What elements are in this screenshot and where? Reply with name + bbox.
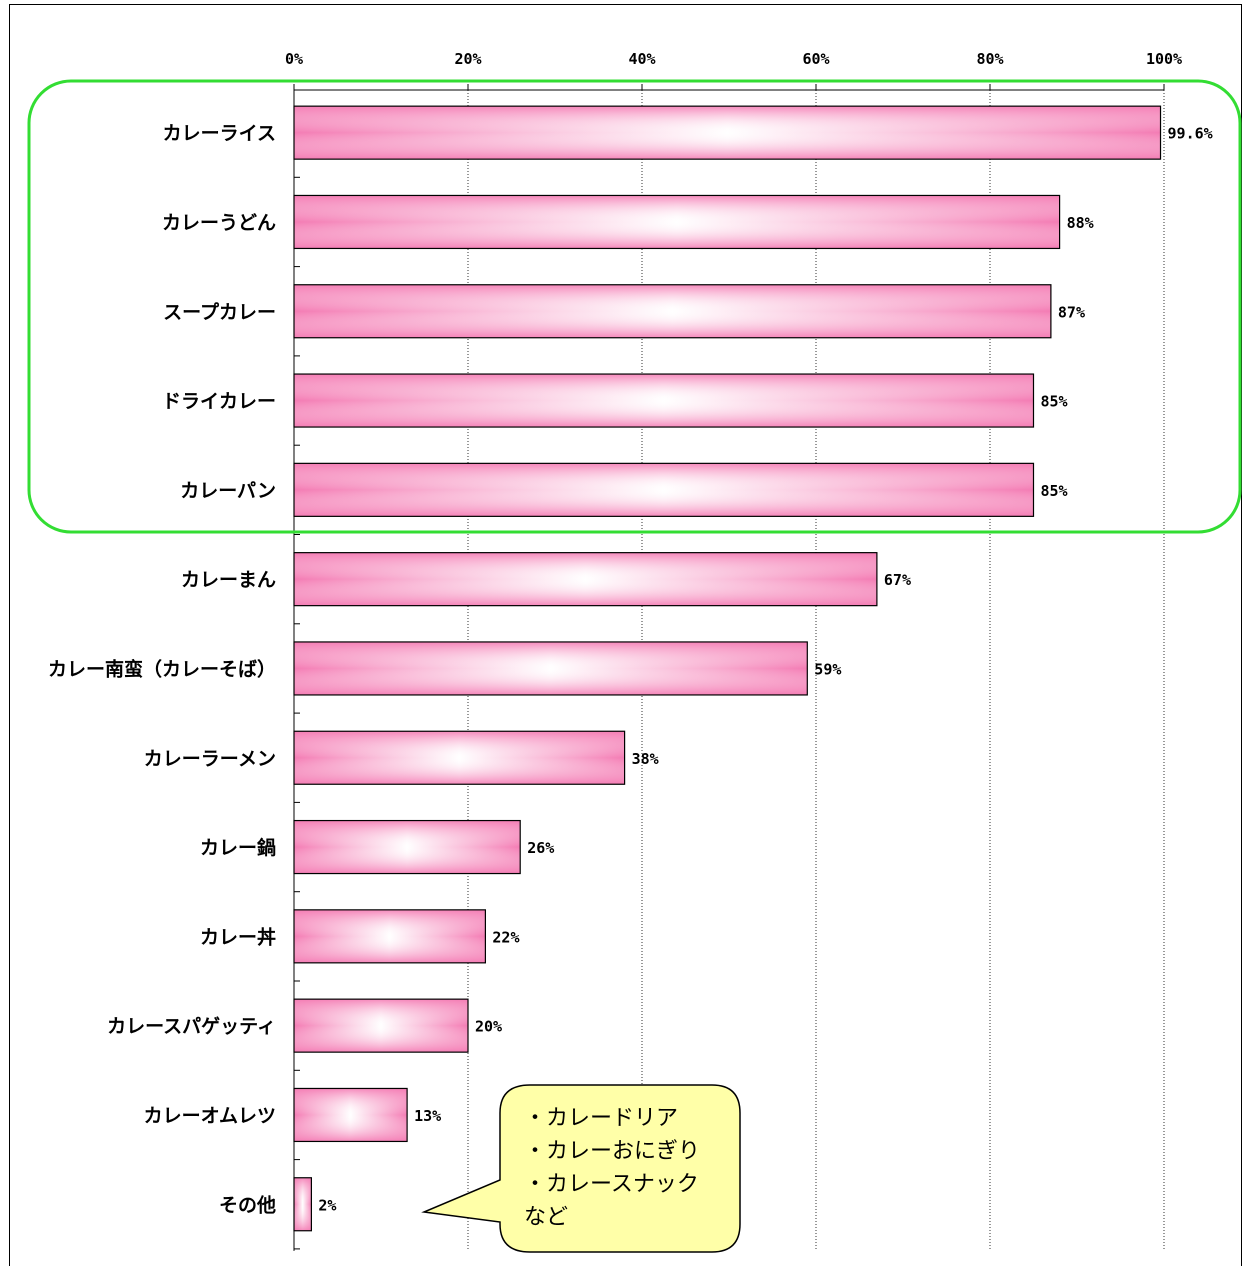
bar-shade xyxy=(293,1177,312,1232)
bar-shade xyxy=(293,373,1035,428)
bar-shade xyxy=(293,105,1162,160)
bar-shade xyxy=(293,284,1052,339)
category-label: ドライカレー xyxy=(162,391,276,413)
bar-shade xyxy=(293,998,469,1053)
category-label: カレーうどん xyxy=(162,212,276,234)
data-label: 67% xyxy=(884,571,911,589)
highlight-box xyxy=(27,79,1242,534)
category-label: カレースパゲッティ xyxy=(107,1016,276,1038)
data-label: 22% xyxy=(492,928,519,946)
category-label: カレーラーメン xyxy=(144,748,276,770)
bar-shade xyxy=(293,1087,408,1143)
category-label: カレーライス xyxy=(163,123,276,145)
data-label: 85% xyxy=(1041,393,1068,411)
bar-shade xyxy=(293,730,626,785)
callout-line: など xyxy=(524,1205,568,1230)
callout-shape xyxy=(421,1084,741,1253)
callout-line: ・カレースナック xyxy=(524,1172,699,1197)
bar-shade xyxy=(293,552,878,607)
data-label: 87% xyxy=(1058,303,1085,321)
data-label: 99.6% xyxy=(1168,125,1213,143)
x-tick-label: 0% xyxy=(285,50,303,68)
x-tick-label: 100% xyxy=(1146,50,1182,68)
data-label: 26% xyxy=(527,839,554,857)
bar-shade xyxy=(293,194,1061,250)
category-label: カレーパン xyxy=(180,480,276,502)
data-label: 20% xyxy=(475,1018,502,1036)
callout-line: ・カレードリア xyxy=(524,1106,678,1131)
x-tick-label: 40% xyxy=(628,50,655,68)
data-label: 38% xyxy=(632,750,659,768)
data-label: 85% xyxy=(1041,482,1068,500)
callout-bubble: ・カレードリア ・カレーおにぎり ・カレースナック など xyxy=(421,1084,741,1253)
category-label: スープカレー xyxy=(163,300,276,323)
callout-line: ・カレーおにぎり xyxy=(524,1139,700,1164)
chart-frame xyxy=(9,4,1242,1266)
bar-shade xyxy=(293,462,1035,517)
bar-shade xyxy=(293,819,521,875)
category-label: カレー丼 xyxy=(200,925,276,948)
category-label: カレー鍋 xyxy=(200,836,276,859)
category-label: その他 xyxy=(219,1193,276,1216)
x-tick-label: 60% xyxy=(802,50,829,68)
data-label: 2% xyxy=(318,1196,336,1214)
data-label: 59% xyxy=(814,660,841,678)
data-label: 13% xyxy=(414,1107,441,1125)
data-label: 88% xyxy=(1067,214,1094,232)
bar-shade xyxy=(293,909,486,964)
bar-shade xyxy=(293,641,808,696)
category-label: カレーオムレツ xyxy=(144,1105,276,1127)
x-tick-label: 20% xyxy=(454,50,481,68)
category-label: カレーまん xyxy=(181,569,276,591)
category-label: カレー南蛮（カレーそば） xyxy=(48,657,276,680)
x-tick-label: 80% xyxy=(976,50,1003,68)
